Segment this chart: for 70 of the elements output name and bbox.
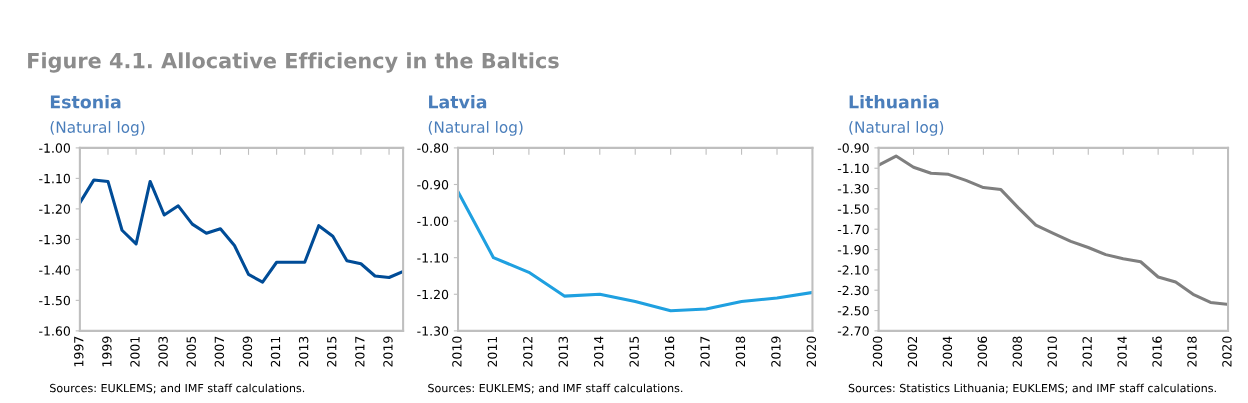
x-tick-label: 2017	[700, 336, 710, 367]
x-tick-label: 2011	[487, 336, 498, 367]
x-tick-label: 2006	[977, 336, 988, 367]
x-tick-label: 2019	[383, 336, 393, 367]
x-tick-label: 2013	[558, 336, 568, 367]
x-tick-label: 2018	[735, 336, 746, 367]
y-tick-label: -0.80	[417, 143, 449, 153]
x-tick-label: 2005	[186, 336, 196, 367]
x-tick-label: 2009	[242, 336, 253, 367]
y-tick-label: -2.10	[837, 265, 869, 275]
y-tick-label: -2.70	[837, 326, 869, 336]
x-tick-label: 2011	[270, 336, 281, 367]
x-tick-label: 2020	[1222, 336, 1232, 367]
y-tick-label: -0.90	[417, 179, 449, 190]
x-tick-label: 2007	[214, 336, 225, 367]
y-tick-label: -0.90	[837, 143, 869, 153]
x-tick-label: 2014	[1117, 336, 1127, 367]
x-tick-label: 2015	[327, 336, 337, 367]
chart-title: Lithuania	[849, 95, 939, 109]
x-tick-label: 2001	[130, 336, 140, 367]
x-tick-label: 2008	[1012, 336, 1022, 367]
y-tick-label: -1.40	[39, 265, 71, 275]
y-tick-label: -1.50	[837, 204, 869, 214]
x-tick-label: 2012	[523, 336, 533, 367]
source-note: Sources: Statistics Lithuania; EUKLEMS; and IMF staff calculations.	[848, 383, 1216, 394]
chart-subtitle: (Natural log)	[849, 121, 944, 136]
line-series	[458, 190, 813, 313]
line-series	[878, 154, 1229, 306]
y-tick-label: -1.20	[39, 204, 71, 214]
y-tick-label: -1.20	[417, 289, 449, 300]
chart-title: Estonia	[50, 95, 121, 109]
y-tick-label: -1.30	[417, 326, 449, 336]
x-tick-label: 2004	[942, 336, 953, 367]
y-tick-label: -1.50	[39, 295, 71, 306]
x-tick-label: 2019	[771, 336, 781, 367]
y-tick-label: -1.70	[837, 224, 869, 235]
x-tick-label: 2010	[1047, 336, 1057, 367]
x-tick-label: 2003	[158, 336, 168, 367]
x-tick-label: 2013	[298, 336, 309, 367]
source-note: Sources: EUKLEMS; and IMF staff calculations.	[428, 383, 683, 394]
x-tick-label: 2018	[1187, 336, 1197, 367]
x-tick-label: 2000	[872, 336, 883, 367]
y-tick-label: -1.10	[837, 163, 869, 174]
chart-subtitle: (Natural log)	[428, 121, 523, 136]
chart-subtitle: (Natural log)	[50, 121, 145, 136]
y-tick-label: -2.30	[837, 285, 869, 296]
x-tick-label: 2016	[664, 336, 675, 367]
x-tick-label: 2002	[907, 336, 918, 367]
x-tick-label: 2014	[593, 336, 604, 367]
x-tick-label: 2012	[1082, 336, 1092, 367]
caption: Figure 4.1. Allocative Efficiency in the Baltics	[28, 52, 559, 73]
y-tick-label: -1.60	[39, 326, 71, 336]
x-tick-label: 1999	[102, 336, 112, 367]
x-tick-label: 2016	[1152, 336, 1162, 367]
chart-title: Latvia	[429, 95, 487, 109]
source-note: Sources: EUKLEMS; and IMF staff calculations.	[50, 383, 305, 394]
x-tick-label: 2017	[355, 336, 365, 367]
x-tick-label: 2020	[806, 336, 817, 367]
y-tick-label: -1.90	[837, 245, 869, 255]
x-tick-label: 2010	[452, 336, 462, 367]
y-tick-label: -1.10	[417, 253, 449, 263]
y-tick-label: -1.00	[417, 216, 449, 227]
line-series	[79, 178, 404, 284]
y-tick-label: -2.50	[837, 306, 869, 316]
y-tick-label: -1.10	[39, 173, 71, 184]
y-tick-label: -1.30	[837, 184, 869, 194]
y-tick-label: -1.30	[39, 234, 71, 245]
y-tick-label: -1.00	[39, 143, 71, 153]
x-tick-label: 1997	[74, 336, 84, 367]
x-tick-label: 2015	[629, 336, 639, 367]
